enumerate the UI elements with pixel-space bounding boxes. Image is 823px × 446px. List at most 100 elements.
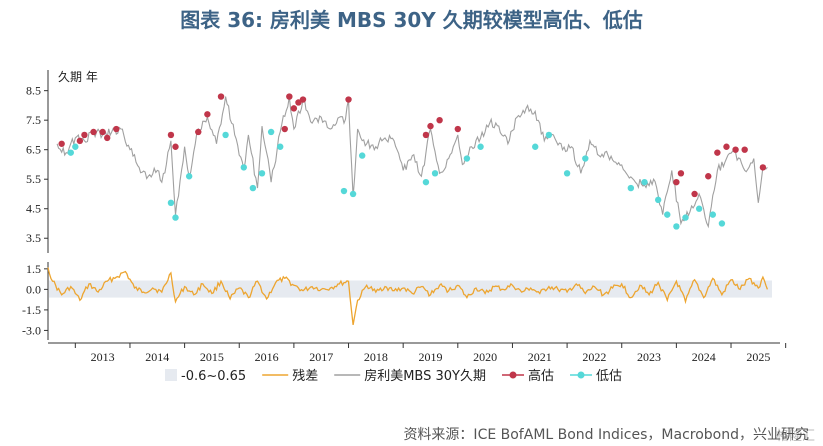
- low-estimate-point: [673, 223, 680, 230]
- low-estimate-point: [267, 128, 275, 136]
- low-estimate-point: [67, 149, 74, 156]
- low-estimate-point: [185, 173, 193, 180]
- legend-item-duration: 房利美MBS 30Y久期: [334, 368, 486, 384]
- low-estimate-point: [358, 152, 366, 159]
- low-estimate-point: [695, 205, 703, 212]
- high-estimate-point: [81, 131, 88, 139]
- high-estimate-point: [741, 146, 748, 153]
- legend-item-residual: 残差: [262, 369, 318, 384]
- top-y-tick-label: 7.5: [26, 113, 41, 127]
- high-estimate-point: [76, 137, 84, 145]
- low-estimate-point: [563, 170, 571, 177]
- low-estimate-point: [249, 184, 257, 192]
- low-estimate-point: [682, 214, 689, 221]
- bottom-y-tick-label: -1.5: [22, 303, 41, 317]
- high-estimate-point: [113, 125, 120, 133]
- high-estimate-point: [295, 99, 302, 106]
- high-estimate-point: [427, 122, 434, 130]
- high-estimate-point: [195, 128, 202, 136]
- high-estimate-point: [732, 146, 739, 153]
- legend-label: 房利美MBS 30Y久期: [364, 368, 486, 384]
- legend-label: 残差: [292, 369, 318, 384]
- high-estimate-point: [714, 149, 721, 156]
- high-estimate-point: [290, 105, 298, 112]
- x-tick-label: 2014: [145, 350, 169, 364]
- low-estimate-point: [431, 170, 439, 177]
- low-estimate-point: [277, 143, 284, 150]
- bottom-y-tick-label: -3.0: [22, 323, 41, 337]
- high-estimate-point: [167, 131, 175, 139]
- axes-layer: [44, 70, 787, 348]
- watermark-text: 格隆汇: [776, 428, 815, 444]
- low-estimate-point: [463, 155, 471, 162]
- high-estimate-point: [281, 125, 288, 133]
- top-y-tick-label: 6.5: [26, 143, 41, 157]
- x-tick-label: 2016: [255, 350, 279, 364]
- legend-label: -0.6~0.65: [181, 369, 246, 384]
- x-tick-label: 2022: [582, 350, 606, 364]
- high-estimate-point: [204, 111, 211, 118]
- top-y-tick-label: 8.5: [26, 84, 41, 98]
- low-estimate-point: [664, 211, 671, 218]
- top-y-tick-label: 5.5: [26, 172, 41, 186]
- high-estimate-point: [58, 140, 65, 147]
- low-estimate-point: [532, 143, 539, 150]
- legend-label: 高估: [528, 368, 554, 384]
- low-estimate-point: [582, 155, 589, 162]
- bottom-y-tick-label: 0.0: [26, 282, 41, 296]
- x-tick-label: 2013: [91, 350, 115, 364]
- low-estimate-point: [240, 164, 247, 171]
- high-estimate-point: [286, 93, 293, 100]
- x-tick-label: 2024: [692, 350, 716, 364]
- legend-label: 低估: [596, 369, 622, 384]
- low-estimate-point: [167, 199, 175, 207]
- residual-band-layer: [49, 280, 772, 298]
- low-estimate-point: [641, 178, 648, 186]
- legend: -0.6~0.65 残差 房利美MBS 30Y久期 高估 低估: [165, 368, 622, 384]
- x-tick-label: 2019: [418, 350, 442, 364]
- low-estimate-point: [222, 131, 229, 139]
- chart-title: 图表 36: 房利美 MBS 30Y 久期较模型高估、低估: [180, 8, 643, 32]
- high-estimate-point: [677, 170, 685, 177]
- low-estimate-point: [422, 178, 430, 186]
- high-estimate-point: [217, 93, 225, 100]
- x-tick-label: 2020: [473, 350, 497, 364]
- legend-item-low: 低估: [570, 369, 622, 384]
- duration-series-line: [56, 96, 768, 229]
- source-note: 资料来源：ICE BofAML Bond Indices，Macrobond，兴…: [403, 427, 809, 443]
- low-estimate-point: [72, 143, 79, 150]
- bottom-y-tick-label: 1.5: [26, 262, 41, 276]
- high-estimate-point: [454, 125, 462, 133]
- low-estimate-point: [172, 214, 179, 221]
- x-tick-label: 2015: [200, 350, 224, 364]
- high-estimate-point: [99, 128, 106, 136]
- high-estimate-point: [691, 190, 698, 198]
- x-tick-label: 2018: [364, 350, 388, 364]
- high-estimate-point: [705, 173, 712, 180]
- high-estimate-point: [103, 134, 111, 142]
- top-y-tick-label: 4.5: [26, 202, 41, 216]
- low-estimate-point: [477, 143, 484, 150]
- residual-band: [49, 280, 772, 298]
- high-estimate-point: [759, 164, 767, 171]
- legend-item-band: -0.6~0.65: [165, 369, 246, 384]
- low-estimate-point: [349, 190, 357, 198]
- x-tick-label: 2023: [637, 350, 661, 364]
- x-tick-label: 2017: [309, 350, 333, 364]
- y-axis-unit-label: 久期 年: [58, 70, 98, 84]
- high-estimate-point: [723, 143, 730, 150]
- high-estimate-point: [345, 96, 352, 103]
- top-y-tick-label: 3.5: [26, 231, 41, 245]
- legend-item-high: 高估: [502, 368, 554, 384]
- high-estimate-point: [172, 143, 179, 150]
- low-estimate-point: [340, 187, 348, 195]
- legend-high-dot: [509, 371, 517, 379]
- marker-dots-layer: [58, 93, 767, 230]
- high-estimate-point: [436, 116, 443, 124]
- low-estimate-point: [709, 211, 717, 218]
- tick-labels-layer: 8.5 7.5 6.5 5.5 4.5 3.5 1.5 0.0 -1.5 -3.0 2013 2014…: [22, 84, 770, 364]
- low-estimate-point: [258, 170, 266, 177]
- high-estimate-point: [673, 178, 680, 186]
- low-estimate-point: [718, 220, 726, 227]
